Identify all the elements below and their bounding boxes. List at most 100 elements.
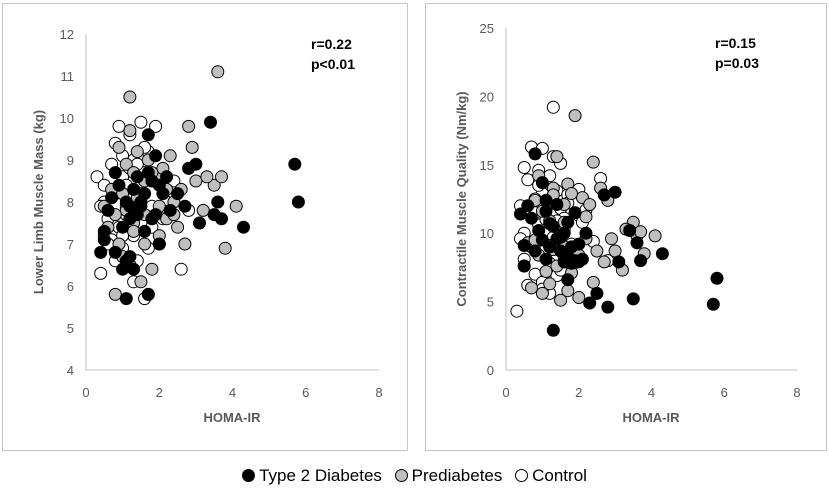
data-point-type2 xyxy=(160,170,174,184)
data-point-prediabetes xyxy=(196,203,210,217)
y-tick-label: 11 xyxy=(61,69,75,84)
legend-item-prediabetes: Prediabetes xyxy=(394,466,503,486)
data-point-type2 xyxy=(528,147,542,161)
data-point-prediabetes xyxy=(215,170,228,184)
data-point-type2 xyxy=(521,199,535,213)
data-point-prediabetes xyxy=(586,275,600,289)
data-point-control xyxy=(510,304,524,318)
data-point-type2 xyxy=(630,236,644,250)
data-point-type2 xyxy=(204,115,217,129)
data-point-type2 xyxy=(138,224,152,238)
data-point-control xyxy=(134,115,148,129)
series-type2 xyxy=(94,115,305,306)
data-point-type2 xyxy=(149,208,163,222)
y-axis-title: Contractile Muscle Quality (Nm/kg) xyxy=(454,91,469,306)
data-point-type2 xyxy=(579,226,593,240)
x-axis-title: HOMA-IR xyxy=(203,410,261,425)
y-tick-label: 4 xyxy=(67,363,74,378)
data-point-type2 xyxy=(189,157,203,171)
y-tick-label: 20 xyxy=(480,89,494,104)
data-point-type2 xyxy=(156,187,170,201)
data-point-prediabetes xyxy=(200,170,214,184)
data-point-type2 xyxy=(561,273,575,287)
data-point-control xyxy=(517,161,531,174)
data-point-prediabetes xyxy=(119,157,133,171)
data-point-type2 xyxy=(608,185,622,199)
x-tick-label: 8 xyxy=(375,385,382,400)
data-point-type2 xyxy=(149,149,163,163)
data-point-type2 xyxy=(116,220,130,234)
data-point-prediabetes xyxy=(634,225,648,239)
data-point-prediabetes xyxy=(539,265,553,278)
x-tick-label: 4 xyxy=(229,385,236,400)
plot-area xyxy=(510,100,724,337)
data-point-type2 xyxy=(141,128,155,142)
data-point-type2 xyxy=(557,226,571,240)
data-point-control xyxy=(94,266,108,280)
data-point-prediabetes xyxy=(525,281,538,295)
y-tick-label: 5 xyxy=(487,295,494,310)
data-point-type2 xyxy=(119,292,133,306)
data-point-control xyxy=(90,170,104,184)
data-point-type2 xyxy=(546,323,560,337)
data-point-type2 xyxy=(597,188,611,202)
data-point-prediabetes xyxy=(123,90,137,104)
data-point-type2 xyxy=(112,178,126,192)
x-tick-label: 4 xyxy=(648,385,655,400)
data-point-type2 xyxy=(163,203,177,217)
data-point-control xyxy=(546,100,560,114)
data-point-prediabetes xyxy=(123,124,137,138)
data-point-prediabetes xyxy=(648,229,662,243)
y-tick-label: 25 xyxy=(480,21,494,36)
data-point-prediabetes xyxy=(182,119,196,133)
data-point-type2 xyxy=(237,220,250,234)
right-chart-panel: 0 5 10 15 20 25 0 2 4 6 8 HOMA-IR Contractile Mus… xyxy=(425,3,827,451)
data-point-type2 xyxy=(134,199,148,213)
data-point-prediabetes xyxy=(229,199,243,213)
correlation-r-label: r=0.15 xyxy=(715,35,756,51)
legend-marker-prediabetes xyxy=(394,469,408,482)
data-point-type2 xyxy=(525,211,538,225)
legend-label: Prediabetes xyxy=(411,466,503,485)
data-point-type2 xyxy=(288,157,302,171)
data-point-type2 xyxy=(612,255,626,269)
data-point-prediabetes xyxy=(207,178,221,192)
data-point-prediabetes xyxy=(145,262,159,276)
data-point-prediabetes xyxy=(550,150,564,164)
left-chart-panel: 4 5 6 7 8 9 10 11 12 0 2 4 6 8 HOMA-IR Lower Limb Mu… xyxy=(2,3,408,451)
data-point-type2 xyxy=(517,259,531,273)
data-point-type2 xyxy=(130,170,144,184)
data-point-prediabetes xyxy=(605,232,618,246)
data-point-prediabetes xyxy=(597,255,611,269)
data-point-type2 xyxy=(123,250,137,264)
data-point-type2 xyxy=(123,199,137,213)
y-tick-label: 10 xyxy=(480,226,494,241)
data-point-type2 xyxy=(215,212,228,226)
x-tick-label: 2 xyxy=(156,385,163,400)
data-point-type2 xyxy=(539,204,553,218)
x-axis-title: HOMA-IR xyxy=(622,410,680,425)
data-point-type2 xyxy=(291,195,305,209)
data-point-prediabetes xyxy=(561,284,575,298)
y-tick-label: 9 xyxy=(67,153,74,168)
data-point-type2 xyxy=(550,198,564,211)
data-point-prediabetes xyxy=(586,155,600,169)
data-point-prediabetes xyxy=(185,140,199,154)
data-point-prediabetes xyxy=(535,286,549,300)
data-point-type2 xyxy=(108,245,122,259)
data-point-type2 xyxy=(127,262,141,276)
data-point-type2 xyxy=(141,166,155,180)
data-point-type2 xyxy=(528,244,542,258)
data-point-prediabetes xyxy=(108,287,122,301)
data-point-type2 xyxy=(105,191,119,205)
data-point-type2 xyxy=(108,166,122,180)
y-tick-label: 6 xyxy=(67,279,74,294)
data-point-prediabetes xyxy=(590,244,604,258)
data-point-prediabetes xyxy=(171,220,185,234)
x-tick-label: 6 xyxy=(721,385,728,400)
correlation-p-label: p=0.03 xyxy=(715,55,759,71)
data-point-type2 xyxy=(568,206,582,220)
legend-item-type2: Type 2 Diabetes xyxy=(242,466,382,486)
data-point-type2 xyxy=(94,245,108,259)
data-point-type2 xyxy=(539,252,553,266)
